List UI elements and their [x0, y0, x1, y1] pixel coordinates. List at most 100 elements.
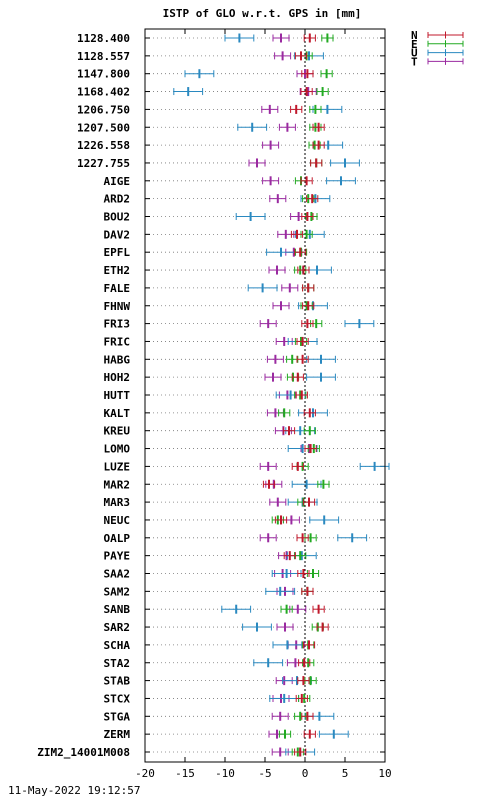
point-T-FHNW — [272, 301, 290, 311]
point-N-ZIM2_14001M008 — [294, 747, 307, 757]
point-U-AIGE — [326, 176, 356, 186]
station-label: FRI3 — [104, 318, 131, 331]
point-N-1128.400 — [303, 33, 316, 43]
station-label: 1147.800 — [77, 68, 130, 81]
point-U-BOU2 — [235, 212, 266, 221]
point-N-PAYE — [283, 551, 296, 561]
point-U-1168.402 — [173, 87, 204, 97]
point-N-SANB — [312, 604, 325, 614]
legend-label-U: U — [411, 47, 418, 60]
x-tick-label: -5 — [258, 767, 271, 780]
point-N-ETH2 — [297, 265, 310, 275]
point-E-1128.400 — [321, 33, 334, 43]
chart-title: ISTP of GLO w.r.t. GPS in [mm] — [163, 7, 362, 20]
point-N-HOH2 — [291, 372, 304, 382]
station-label: 1227.755 — [77, 157, 130, 170]
point-N-HABG — [296, 354, 309, 364]
point-T-OALP — [259, 533, 277, 543]
station-label: MAR2 — [104, 478, 131, 491]
point-N-STAB — [297, 676, 310, 686]
point-U-NEUC — [309, 515, 340, 525]
point-U-SCHA — [272, 640, 303, 650]
point-N-ARD2 — [306, 194, 319, 204]
point-E-1168.402 — [316, 87, 329, 97]
legend-label-E: E — [411, 38, 418, 51]
point-E-HABG — [286, 354, 299, 364]
station-label: 1168.402 — [77, 86, 130, 99]
station-label: OALP — [104, 532, 131, 545]
point-N-KALT — [303, 408, 316, 418]
point-N-1168.402 — [300, 87, 313, 97]
station-label: MAR3 — [104, 496, 131, 509]
point-U-FRI3 — [344, 319, 375, 329]
station-label: FHNW — [104, 300, 131, 313]
point-N-1206.750 — [290, 104, 303, 114]
point-N-ZERM — [303, 729, 316, 739]
station-label: FRIC — [104, 335, 131, 348]
point-E-1206.750 — [309, 104, 322, 114]
point-U-1147.800 — [184, 69, 215, 79]
point-T-FRI3 — [259, 319, 277, 329]
point-T-HOH2 — [264, 372, 282, 382]
point-N-FRI3 — [301, 319, 314, 329]
station-label: 1128.557 — [77, 50, 130, 63]
station-label: SAR2 — [104, 621, 131, 634]
point-N-AIGE — [300, 176, 313, 186]
point-N-STA2 — [298, 658, 311, 668]
point-U-EPFL — [266, 247, 296, 257]
station-label: AIGE — [104, 175, 131, 188]
station-label: 1128.400 — [77, 32, 130, 45]
point-U-FALE — [247, 283, 278, 293]
point-T-AIGE — [262, 176, 280, 186]
point-N-SCHA — [302, 640, 316, 650]
station-label: BOU2 — [104, 211, 131, 224]
point-N-FRIC — [296, 336, 309, 346]
station-label: LUZE — [104, 460, 131, 473]
x-tick-label: -10 — [215, 767, 235, 780]
point-U-ZERM — [318, 729, 349, 739]
station-label: ZERM — [104, 728, 131, 741]
point-U-HOH2 — [306, 372, 336, 382]
station-label: PAYE — [104, 550, 131, 563]
point-N-FALE — [302, 283, 315, 293]
grid-layer — [145, 29, 385, 762]
station-label: NEUC — [104, 514, 131, 527]
point-N-1147.800 — [301, 69, 314, 79]
point-N-SAR2 — [316, 622, 329, 632]
point-U-HABG — [306, 354, 336, 364]
station-label: DAV2 — [104, 228, 131, 241]
station-label: STA2 — [104, 657, 131, 670]
point-T-1226.558 — [262, 140, 280, 150]
point-N-1226.558 — [312, 140, 325, 150]
point-U-1227.755 — [330, 158, 360, 168]
point-T-ETH2 — [268, 265, 286, 275]
point-E-PAYE — [294, 551, 307, 561]
point-N-SAA2 — [297, 569, 310, 578]
point-N-BOU2 — [301, 212, 314, 221]
point-T-1227.755 — [248, 158, 266, 168]
point-N-1207.500 — [312, 122, 325, 132]
x-axis: -20 -15 -10 -5 0 5 10 — [135, 29, 392, 780]
point-T-1207.500 — [278, 122, 296, 132]
station-label: SAA2 — [104, 568, 131, 581]
point-N-DAV2 — [290, 229, 304, 239]
point-N-STGA — [301, 711, 314, 721]
station-label: SCHA — [104, 639, 131, 652]
point-E-KALT — [278, 408, 291, 418]
point-N-HUTT — [295, 390, 308, 400]
point-N-EPFL — [294, 247, 307, 257]
point-N-STCX — [295, 693, 308, 703]
point-N-MAR2 — [262, 479, 276, 489]
station-label: KREU — [104, 425, 131, 438]
point-U-1207.500 — [237, 122, 268, 132]
point-N-1128.557 — [294, 51, 308, 61]
data-points — [173, 33, 390, 757]
point-E-SANB — [280, 604, 293, 614]
station-label: ZIM2_14001M008 — [37, 746, 130, 759]
station-labels: 1128.400 1128.557 1147.800 1168.402 1206.750… — [37, 32, 385, 759]
station-label: 1207.500 — [77, 121, 130, 134]
point-T-1206.750 — [261, 104, 279, 114]
station-label: STAB — [104, 675, 131, 688]
point-T-SAR2 — [276, 622, 294, 632]
station-label: KALT — [104, 407, 131, 420]
